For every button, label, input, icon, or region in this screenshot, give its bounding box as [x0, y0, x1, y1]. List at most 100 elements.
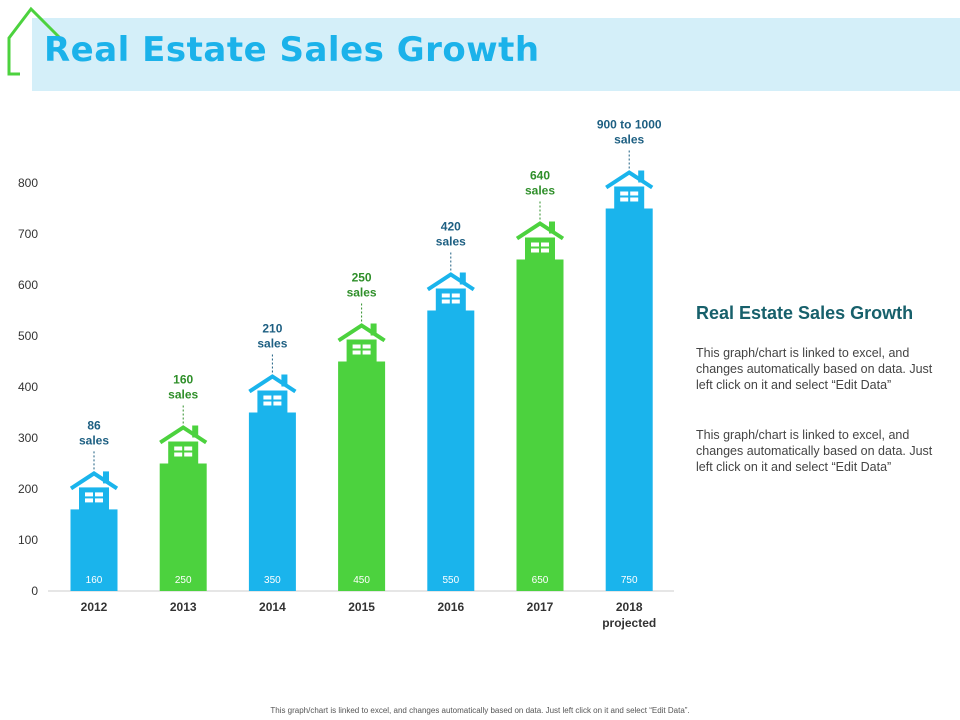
side-paragraph-1: This graph/chart is linked to excel, and…: [696, 346, 933, 392]
y-tick-label: 200: [18, 482, 38, 496]
house-body-icon: [525, 237, 555, 261]
house-chimney-icon: [192, 425, 199, 438]
y-tick-label: 600: [18, 278, 38, 292]
bar: [159, 463, 207, 591]
house-window-icon: [85, 492, 93, 497]
annotation-label: sales: [168, 388, 198, 402]
house-window-icon: [352, 350, 361, 355]
bar-value-label: 650: [532, 575, 549, 586]
x-tick-label: 2013: [170, 600, 197, 614]
annotation-label: 210: [262, 322, 282, 336]
annotation-label: sales: [79, 433, 109, 447]
house-roof-icon: [605, 170, 654, 190]
side-heading: Real Estate Sales Growth: [696, 303, 914, 323]
annotation-label: 250: [352, 271, 372, 285]
y-tick-label: 500: [18, 329, 38, 343]
annotation-label: 86: [87, 418, 101, 432]
annotation-label: 160: [173, 373, 193, 387]
house-roof-icon: [337, 323, 386, 343]
x-tick-label: 2017: [527, 600, 554, 614]
house-roof-icon: [159, 425, 208, 445]
house-window-icon: [451, 299, 460, 304]
y-tick-label: 400: [18, 380, 38, 394]
house-window-icon: [174, 452, 183, 457]
bar-value-label: 450: [353, 575, 370, 586]
house-chimney-icon: [370, 323, 377, 336]
house-window-icon: [620, 191, 629, 196]
house-window-icon: [441, 299, 450, 304]
footer-note: This graph/chart is linked to excel, and…: [270, 706, 690, 715]
house-window-icon: [362, 350, 371, 355]
page-title: Real Estate Sales Growth: [44, 30, 540, 70]
house-body-icon: [346, 339, 377, 363]
bar-value-label: 250: [175, 575, 192, 586]
bar-value-label: 750: [621, 575, 638, 586]
title-banner: [32, 18, 960, 91]
house-chimney-icon: [549, 221, 555, 234]
house-window-icon: [541, 248, 549, 253]
house-body-icon: [435, 288, 466, 312]
house-window-icon: [95, 498, 103, 503]
x-tick-label: 2012: [81, 600, 108, 614]
house-roof-icon: [248, 374, 297, 394]
x-tick-label: 2015: [348, 600, 375, 614]
x-tick-label: 2014: [259, 600, 286, 614]
house-window-icon: [263, 401, 272, 406]
x-tick-label: 2018: [616, 600, 643, 614]
house-chimney-icon: [638, 170, 645, 183]
bar: [338, 361, 386, 591]
x-tick-label: projected: [602, 616, 656, 630]
house-outline-logo-icon: [7, 6, 64, 76]
annotation-label: sales: [347, 286, 377, 300]
house-window-icon: [174, 446, 183, 451]
house-window-icon: [451, 293, 460, 298]
house-window-icon: [273, 401, 282, 406]
house-window-icon: [184, 446, 193, 451]
house-body-icon: [79, 487, 109, 511]
bar-value-label: 350: [264, 575, 281, 586]
y-tick-label: 100: [18, 533, 38, 547]
house-chimney-icon: [281, 374, 288, 387]
annotation-label: sales: [257, 337, 287, 351]
y-tick-label: 300: [18, 431, 38, 445]
house-window-icon: [95, 492, 103, 497]
house-window-icon: [541, 242, 549, 247]
house-window-icon: [620, 197, 629, 202]
house-body-icon: [257, 390, 288, 414]
house-chimney-icon: [459, 272, 466, 285]
side-paragraph-2: This graph/chart is linked to excel, and…: [696, 428, 933, 474]
house-window-icon: [263, 395, 272, 400]
x-tick-label: 2016: [437, 600, 464, 614]
house-window-icon: [531, 242, 539, 247]
bar: [516, 259, 564, 591]
house-window-icon: [630, 191, 639, 196]
house-window-icon: [85, 498, 93, 503]
house-window-icon: [531, 248, 539, 253]
y-tick-label: 800: [18, 176, 38, 190]
house-window-icon: [352, 344, 361, 349]
annotation-label: 640: [530, 169, 550, 183]
house-window-icon: [273, 395, 282, 400]
annotation-label: sales: [614, 133, 644, 147]
annotation-label: sales: [525, 184, 555, 198]
annotation-label: 900 to 1000: [597, 118, 662, 132]
annotation-label: 420: [441, 220, 461, 234]
house-body-icon: [168, 441, 199, 465]
bar-value-label: 550: [442, 575, 459, 586]
bar: [605, 208, 653, 591]
bar: [248, 412, 296, 591]
house-roof-icon: [515, 221, 565, 241]
house-window-icon: [441, 293, 450, 298]
y-tick-label: 0: [31, 584, 38, 598]
bar-value-label: 160: [86, 575, 103, 586]
bar: [427, 310, 475, 591]
house-body-icon: [614, 186, 645, 210]
house-chimney-icon: [103, 471, 109, 484]
house-roof-icon: [426, 272, 475, 292]
house-window-icon: [362, 344, 371, 349]
bar: [70, 509, 118, 591]
annotation-label: sales: [436, 235, 466, 249]
y-tick-label: 700: [18, 227, 38, 241]
house-roof-icon: [69, 471, 119, 491]
